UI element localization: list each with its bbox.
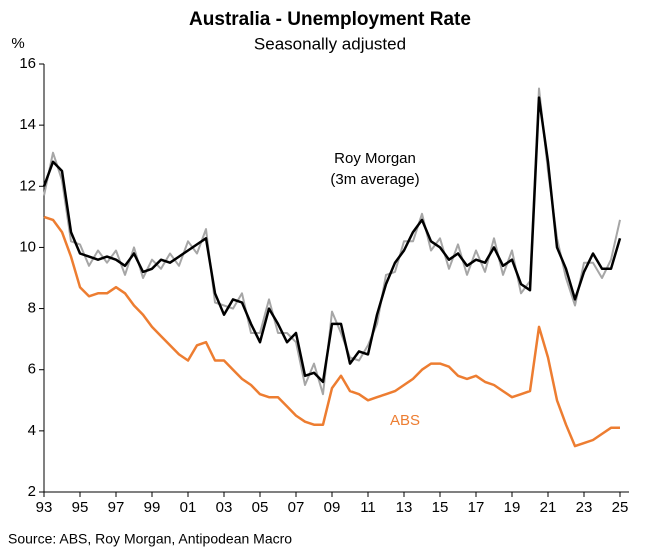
x-tick-label: 99: [144, 499, 161, 516]
y-axis-label: %: [11, 35, 24, 52]
x-tick-label: 11: [360, 499, 376, 516]
x-tick-label: 21: [540, 499, 557, 516]
x-tick-label: 95: [72, 499, 89, 516]
y-tick-label: 10: [19, 238, 36, 255]
y-tick-label: 4: [28, 422, 36, 439]
series-line: [43, 215, 620, 448]
x-tick-label: 93: [36, 499, 53, 516]
x-tick-label: 03: [216, 499, 233, 516]
y-tick-label: 14: [19, 116, 36, 133]
series-line: [42, 96, 622, 384]
x-tick-label: 05: [252, 499, 269, 516]
annotation: Roy Morgan: [334, 150, 416, 167]
x-tick-label: 07: [288, 499, 305, 516]
x-tick-label: 13: [396, 499, 413, 516]
annotation: (3m average): [330, 171, 419, 188]
x-tick-label: 09: [324, 499, 341, 516]
source: Source: ABS, Roy Morgan, Antipodean Macr…: [8, 531, 292, 547]
x-tick-label: 15: [432, 499, 449, 516]
y-tick-label: 12: [19, 177, 36, 194]
x-tick-label: 23: [576, 499, 593, 516]
x-tick-label: 19: [504, 499, 521, 516]
chart-title: Australia - Unemployment Rate: [189, 9, 471, 30]
legend-label: ABS: [390, 412, 420, 429]
x-tick-label: 17: [468, 499, 485, 516]
y-tick-label: 6: [28, 361, 36, 378]
x-tick-label: 25: [612, 499, 629, 516]
series-line: [43, 87, 621, 396]
y-tick-label: 16: [19, 55, 36, 72]
y-tick-label: 2: [28, 483, 36, 500]
y-tick-label: 8: [28, 300, 36, 317]
x-tick-label: 01: [180, 499, 197, 516]
x-tick-label: 97: [108, 499, 125, 516]
chart-subtitle: Seasonally adjusted: [254, 34, 406, 53]
